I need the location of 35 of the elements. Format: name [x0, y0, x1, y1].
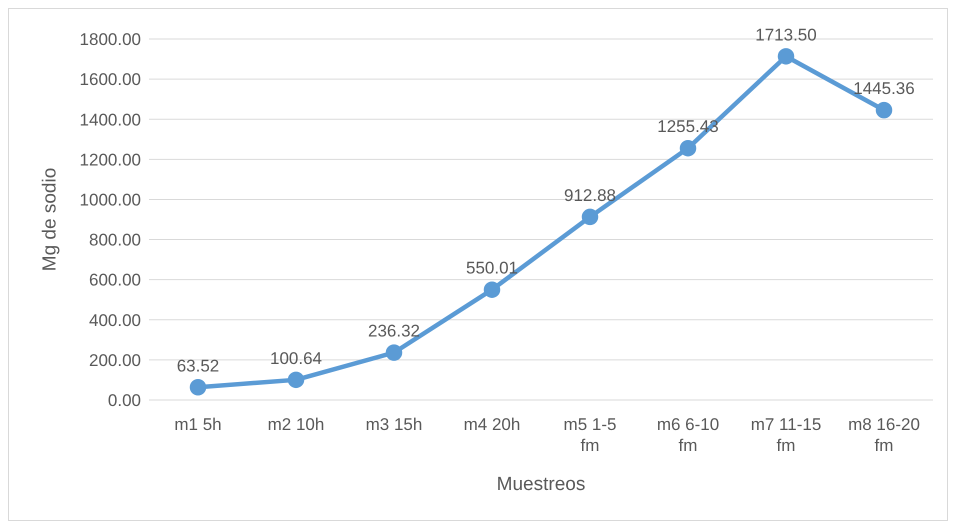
x-tick-label: m1 5h: [174, 415, 222, 434]
x-tick-label: m7 11-15 fm: [750, 415, 822, 455]
y-tick-label: 200.00: [89, 350, 141, 370]
data-label: 912.88: [564, 186, 616, 205]
x-tick-label: m4 20h: [464, 415, 520, 434]
data-label: 63.52: [176, 356, 220, 376]
x-axis-title: Muestreos: [496, 474, 586, 495]
y-tick-label: 600.00: [89, 270, 141, 290]
y-axis-title: Mg de sodio: [40, 168, 61, 272]
y-tick-label: 1600.00: [80, 70, 141, 90]
x-tick-label: m2 10h: [268, 415, 324, 434]
data-label: 1445.36: [853, 79, 915, 98]
x-tick-label: m5 1-5 fm: [564, 415, 616, 455]
point: [876, 102, 892, 118]
point: [484, 281, 500, 298]
x-tick-label: m6 6-10 fm: [656, 415, 720, 455]
data-label: 1713.50: [755, 25, 817, 44]
point: [190, 379, 206, 396]
y-tick-label: 1000.00: [80, 190, 141, 210]
point: [288, 372, 304, 388]
y-tick-label: 1800.00: [80, 30, 141, 50]
point: [386, 344, 402, 361]
x-tick-label: m8 16-20 fm: [848, 415, 920, 455]
y-tick-label: 800.00: [89, 230, 141, 250]
y-tick-label: 1200.00: [80, 150, 141, 170]
data-label: 100.64: [270, 348, 322, 368]
point: [582, 208, 598, 226]
y-tick-label: 0.00: [108, 391, 141, 410]
y-tick-label: 1400.00: [80, 110, 141, 130]
data-label: 236.32: [368, 322, 420, 341]
point: [680, 140, 696, 156]
point: [778, 48, 794, 65]
y-tick-label: 400.00: [89, 310, 141, 330]
x-tick-label: m3 15h: [366, 415, 422, 434]
data-label: 550.01: [466, 258, 518, 278]
